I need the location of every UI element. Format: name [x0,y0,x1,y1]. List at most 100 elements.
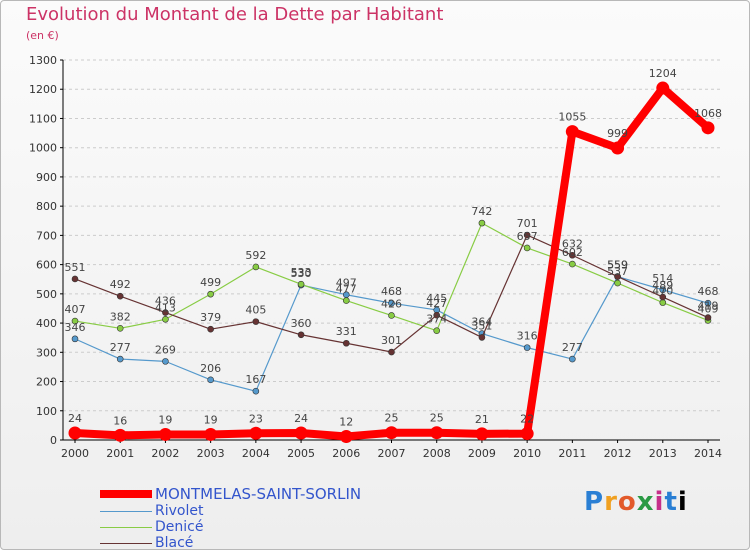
data-label-blace: 492 [110,278,131,291]
y-tick-label: 600 [36,259,57,272]
data-point-blace [659,293,667,301]
data-point-blace [388,348,395,356]
data-point-montmelas [565,125,579,139]
x-tick-label: 2002 [151,447,179,460]
data-point-montmelas [475,427,489,441]
data-label-rivolet: 497 [336,277,357,290]
data-label-rivolet: 277 [110,341,131,354]
data-point-blace [523,231,531,239]
data-point-rivolet [659,286,667,294]
data-point-blace [704,314,712,321]
x-tick-label: 2006 [332,447,360,460]
legend-label-rivolet: Rivolet [155,503,204,519]
legend-swatch-rivolet [100,511,152,512]
data-point-montmelas [430,426,444,440]
data-point-montmelas [249,426,263,440]
x-tick-label: 2000 [61,447,89,460]
data-label-rivolet: 468 [698,285,719,298]
data-point-blace [478,334,486,341]
y-tick-label: 100 [36,405,57,418]
data-point-denice [614,279,621,287]
y-tick-label: 500 [36,288,57,301]
data-label-blace: 405 [245,304,266,317]
data-point-montmelas [68,426,82,440]
data-point-denice [523,244,531,252]
data-label-denice: 409 [698,302,719,315]
data-point-rivolet [116,355,124,363]
data-label-rivolet: 346 [65,321,86,334]
chart-title: Evolution du Montant de la Dette par Hab… [26,4,444,25]
data-label-denice: 602 [562,246,583,259]
data-label-montmelas: 25 [430,412,444,425]
data-label-rivolet: 167 [245,373,266,386]
data-label-denice: 657 [517,230,538,243]
data-point-denice [71,317,79,325]
y-tick-label: 1100 [29,112,57,125]
data-point-blace [71,275,79,283]
data-point-denice [297,280,305,288]
y-tick-label: 400 [36,317,57,330]
data-point-denice [433,327,441,334]
data-label-blace: 559 [607,259,628,272]
data-label-blace: 427 [426,297,447,310]
data-label-montmelas: 25 [385,412,399,425]
y-tick-label: 1200 [29,83,57,96]
data-label-rivolet: 445 [426,292,447,305]
data-point-montmelas [113,428,127,442]
legend-swatch-montmelas [100,490,152,498]
data-label-rivolet: 468 [381,285,402,298]
y-tick-label: 200 [36,376,57,389]
data-label-rivolet: 364 [471,316,492,329]
legend-label-denice: Denicé [155,519,204,535]
data-label-blace: 701 [517,217,538,230]
x-tick-label: 2005 [287,447,315,460]
x-tick-label: 2009 [468,447,496,460]
data-point-rivolet [523,344,531,351]
data-point-denice [162,315,169,323]
data-point-blace [614,273,621,280]
data-label-blace: 360 [291,317,312,330]
data-label-blace: 489 [652,279,673,292]
data-label-rivolet: 514 [652,272,673,285]
data-point-montmelas [385,426,398,440]
data-label-blace: 436 [155,295,176,308]
x-tick-label: 2012 [604,447,632,460]
x-tick-label: 2010 [513,447,541,460]
data-point-denice [116,325,124,332]
x-tick-label: 2003 [197,447,225,460]
y-tick-label: 1000 [29,142,57,155]
data-label-rivolet: 530 [291,267,312,280]
legend-swatch-blace [100,543,152,544]
data-label-montmelas: 21 [475,413,489,426]
data-point-blace [162,309,169,316]
legend-label-montmelas: MONTMELAS-SAINT-SORLIN [155,485,362,503]
data-label-denice: 533 [291,266,312,279]
data-label-blace: 551 [65,261,86,274]
data-label-rivolet: 316 [517,330,538,343]
data-label-montmelas: 1068 [694,107,722,120]
x-tick-label: 2007 [378,447,406,460]
y-tick-label: 700 [36,229,57,242]
data-point-rivolet [388,299,395,307]
data-point-blace [207,325,214,333]
data-point-blace [569,251,576,259]
data-point-rivolet [207,376,214,384]
data-label-denice: 382 [110,310,131,323]
data-point-rivolet [71,335,79,343]
chart-unit: (en €) [26,29,59,42]
data-label-denice: 470 [652,285,673,298]
data-point-montmelas [204,427,218,441]
x-tick-label: 2004 [242,447,270,460]
data-point-montmelas [656,81,670,95]
proxiti-logo: Proxiti [584,487,688,517]
data-label-denice: 742 [471,205,492,218]
data-point-rivolet [162,358,169,365]
data-point-blace [297,331,305,339]
data-label-montmelas: 22 [520,413,534,426]
data-point-montmelas [520,427,534,441]
data-label-montmelas: 24 [68,412,82,425]
data-label-denice: 413 [155,301,176,314]
data-label-rivolet: 277 [562,341,583,354]
data-label-blace: 419 [698,300,719,313]
data-label-denice: 592 [245,249,266,262]
